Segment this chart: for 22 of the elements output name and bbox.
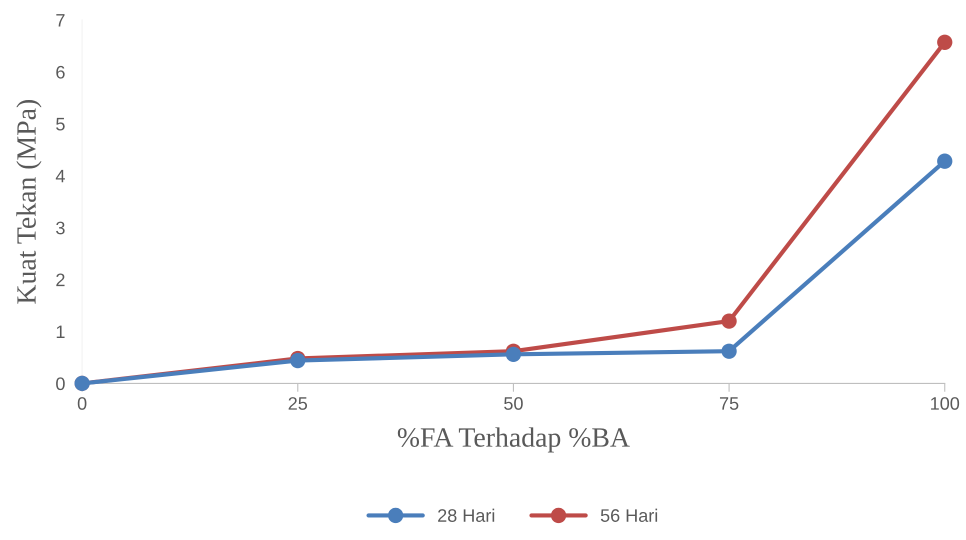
y-tick-label: 0 — [56, 377, 65, 390]
y-axis-title: Kuat Tekan (MPa) — [16, 100, 42, 304]
x-tick-label: 50 — [504, 397, 523, 410]
point — [506, 346, 522, 362]
point — [721, 313, 737, 329]
x-tick-label: 100 — [931, 397, 960, 410]
x-axis-title: %FA Terhadap %BA — [398, 427, 630, 453]
y-tick-label: 5 — [56, 118, 65, 131]
point — [721, 344, 737, 359]
y-tick-label: 1 — [56, 326, 65, 338]
y-tick-label: 7 — [56, 14, 65, 27]
legend-label: 56 Hari — [600, 508, 658, 522]
y-tick-label: 2 — [56, 274, 65, 286]
y-tick-label: 3 — [56, 222, 65, 234]
legend-label: 28 Hari — [438, 508, 494, 522]
point — [937, 34, 952, 50]
x-tick-label: 25 — [288, 397, 308, 410]
x-tick-label: 0 — [78, 397, 86, 410]
point — [937, 154, 952, 169]
y-tick-label: 4 — [56, 170, 65, 182]
y-tick-label: 6 — [56, 66, 65, 79]
x-tick-label: 75 — [720, 397, 738, 410]
